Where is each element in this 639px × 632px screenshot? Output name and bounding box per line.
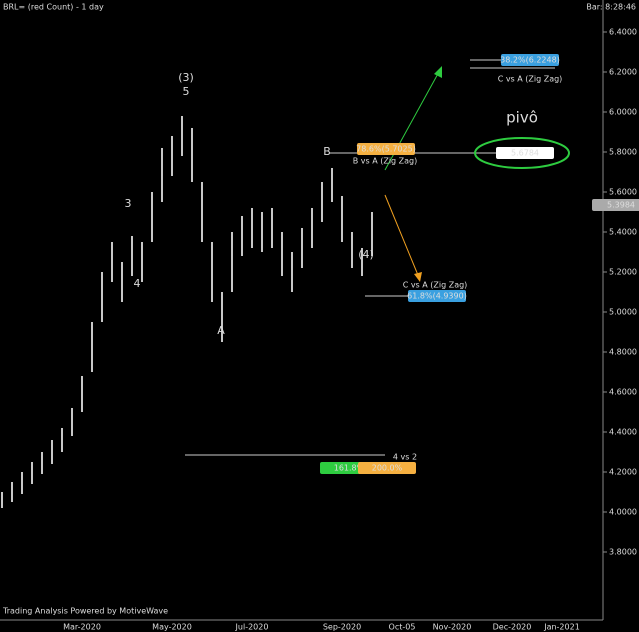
x-tick-label: Jul-2020 xyxy=(235,623,269,632)
x-tick-label: Jan-2021 xyxy=(543,623,580,632)
clock: Bar: 8:28:46 xyxy=(586,3,636,12)
annotation: 5.6784 xyxy=(511,149,539,158)
y-tick-label: 4.2000 xyxy=(609,468,637,477)
y-tick-label: 4.0000 xyxy=(609,508,637,517)
chart-title: BRL= (red Count) - 1 day xyxy=(3,3,104,12)
x-tick-label: Nov-2020 xyxy=(433,623,472,632)
label-box xyxy=(501,54,559,66)
annotation: 61.8%(4.9390) xyxy=(407,292,467,301)
y-tick-label: 6.0000 xyxy=(609,108,637,117)
y-tick-label: 6.4000 xyxy=(609,28,637,37)
label-box xyxy=(358,462,416,474)
pivot-ellipse xyxy=(474,137,570,169)
y-tick-label: 5.6000 xyxy=(609,188,637,197)
annotation: 4 vs 2 xyxy=(393,453,417,462)
annotation: pivô xyxy=(506,109,538,127)
arrow-head xyxy=(434,66,442,78)
annotation: B vs A (Zig Zag) xyxy=(353,157,418,166)
y-tick-label: 4.4000 xyxy=(609,428,637,437)
annotation: (3) xyxy=(178,71,194,84)
y-tick-label: 5.2000 xyxy=(609,268,637,277)
annotation: 4 xyxy=(134,277,141,290)
annotation: 161.8% xyxy=(334,464,365,473)
annotation: A xyxy=(217,324,225,337)
arrow-head xyxy=(414,272,422,282)
y-tick-label: 3.8000 xyxy=(609,548,637,557)
y-tick-label: 5.0000 xyxy=(609,308,637,317)
annotation: C vs A (Zig Zag) xyxy=(403,281,468,290)
y-tick-label: 4.6000 xyxy=(609,388,637,397)
annotation: (4) xyxy=(358,248,374,261)
annotation: 5 xyxy=(183,85,190,98)
label-box xyxy=(496,147,554,159)
label-box xyxy=(408,290,466,302)
y-tick-label: 5.4000 xyxy=(609,228,637,237)
annotation: 38.2%(6.2248) xyxy=(500,56,560,65)
label-box xyxy=(592,199,639,211)
x-tick-label: May-2020 xyxy=(152,623,192,632)
annotation: 78.6%(5.7025) xyxy=(356,145,416,154)
y-tick-label: 5.8000 xyxy=(609,148,637,157)
x-tick-label: Sep-2020 xyxy=(323,623,361,632)
footer: Trading Analysis Powered by MotiveWave xyxy=(2,607,168,616)
annotation: 200.0% xyxy=(372,464,403,473)
y-tick-label: 6.2000 xyxy=(609,68,637,77)
annotation: 3 xyxy=(125,197,132,210)
y-tick-label: 4.8000 xyxy=(609,348,637,357)
annotation: B xyxy=(323,145,331,158)
label-box xyxy=(357,143,415,155)
x-tick-label: Oct-05 xyxy=(389,623,416,632)
x-tick-label: Mar-2020 xyxy=(63,623,101,632)
annotation: C vs A (Zig Zag) xyxy=(498,75,563,84)
annotation: 5.3984 xyxy=(607,201,635,210)
x-tick-label: Dec-2020 xyxy=(493,623,532,632)
arrow xyxy=(384,194,421,281)
